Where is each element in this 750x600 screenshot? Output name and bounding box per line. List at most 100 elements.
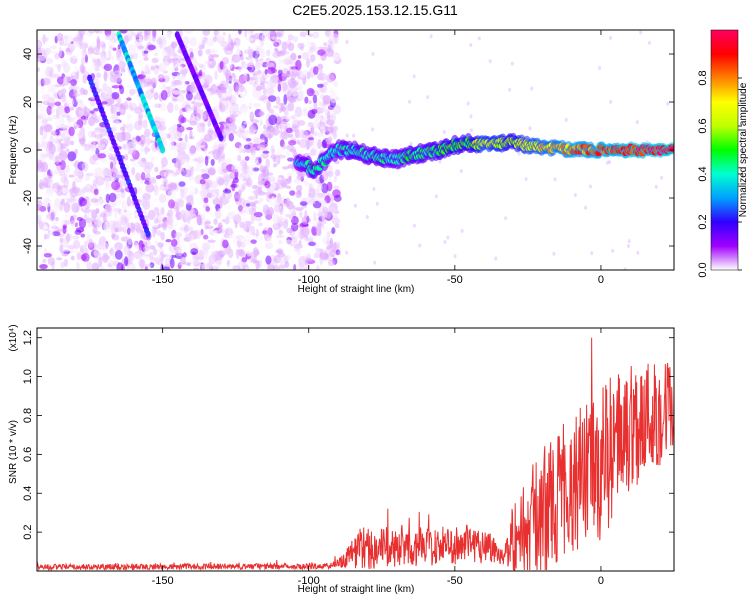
noise-speckle [198, 63, 204, 69]
noise-speckle [237, 110, 242, 115]
noise-speckle [352, 133, 356, 138]
noise-speckle [175, 247, 181, 252]
noise-speckle [51, 73, 60, 78]
noise-speckle [268, 133, 272, 140]
noise-speckle [438, 159, 442, 164]
noise-speckle [232, 91, 239, 102]
noise-speckle [301, 42, 305, 49]
noise-speckle [228, 33, 232, 44]
colorbar-tick-label: 0.6 [697, 118, 709, 133]
noise-speckle [109, 75, 117, 83]
noise-speckle [126, 227, 131, 235]
snr-y-tick-label: 0.8 [22, 408, 34, 423]
noise-speckle [240, 218, 248, 222]
noise-speckle [201, 36, 207, 45]
noise-speckle [313, 65, 319, 75]
noise-speckle [128, 88, 137, 95]
noise-speckle [331, 33, 340, 44]
noise-speckle [333, 241, 337, 251]
noise-speckle [249, 124, 254, 134]
noise-speckle [160, 231, 165, 241]
spectrogram-y-tick-label: 0 [22, 147, 34, 153]
noise-speckle [39, 125, 44, 136]
streak-point [160, 146, 166, 154]
noise-speckle [273, 105, 280, 109]
noise-speckle [127, 236, 133, 245]
noise-speckle [103, 150, 110, 155]
noise-speckle [213, 230, 217, 237]
noise-speckle [78, 218, 87, 229]
noise-speckle [326, 181, 333, 192]
noise-speckle [284, 213, 293, 218]
noise-speckle [137, 160, 145, 165]
chart-title: C2E5.2025.153.12.15.G11 [292, 2, 458, 18]
noise-speckle [287, 102, 295, 112]
noise-speckle [605, 160, 609, 165]
noise-speckle [270, 36, 278, 40]
noise-speckle [469, 128, 473, 133]
noise-speckle [249, 111, 255, 122]
noise-speckle [268, 108, 275, 114]
noise-speckle [111, 233, 116, 239]
noise-speckle [243, 121, 253, 125]
noise-speckle [246, 30, 251, 33]
noise-speckle [275, 96, 281, 105]
spectrogram-y-tick-label: -40 [22, 238, 34, 254]
colorbar-ticks: 0.0 0.2 0.4 0.6 0.8 [697, 70, 742, 278]
noise-speckle [345, 133, 349, 138]
noise-speckle [119, 105, 126, 116]
noise-speckle [122, 225, 127, 233]
noise-speckle [322, 206, 328, 214]
noise-speckle [116, 197, 122, 206]
noise-speckle [100, 101, 108, 105]
noise-speckle [225, 69, 232, 81]
noise-speckle [298, 262, 305, 270]
noise-speckle [189, 120, 198, 126]
noise-speckle [99, 212, 107, 218]
noise-speckle [129, 158, 136, 162]
noise-speckle [63, 63, 71, 73]
noise-speckle [111, 180, 120, 191]
noise-speckle [137, 45, 144, 50]
noise-speckle [165, 169, 174, 174]
noise-speckle [292, 124, 299, 129]
noise-speckle [265, 62, 275, 68]
noise-speckle [308, 33, 314, 37]
noise-speckle [88, 238, 93, 248]
noise-speckle [54, 52, 60, 60]
noise-speckle [232, 213, 242, 225]
noise-speckle [71, 71, 75, 76]
noise-speckle [107, 41, 116, 48]
noise-speckle [220, 210, 225, 218]
noise-speckle [611, 248, 615, 253]
noise-speckle [196, 215, 203, 225]
noise-speckle [152, 226, 156, 238]
noise-speckle [317, 63, 324, 71]
noise-speckle [188, 47, 194, 53]
noise-speckle [247, 164, 254, 176]
noise-speckle [184, 133, 188, 143]
noise-speckle [293, 264, 297, 270]
noise-speckle [73, 169, 80, 177]
noise-speckle [334, 169, 341, 177]
noise-speckle [322, 236, 330, 246]
noise-speckle [106, 47, 112, 58]
noise-speckle [95, 147, 100, 156]
noise-speckle [59, 150, 68, 161]
noise-speckle [292, 69, 298, 77]
noise-speckle [299, 201, 308, 206]
noise-speckle [166, 31, 172, 40]
noise-speckle [277, 256, 287, 265]
noise-speckle [190, 259, 199, 266]
noise-speckle [89, 42, 97, 49]
noise-speckle [287, 34, 294, 41]
spectrogram-y-tick-label: -20 [22, 190, 34, 206]
noise-speckle [202, 30, 211, 36]
noise-speckle [192, 167, 202, 172]
noise-speckle [184, 233, 192, 242]
noise-speckle [225, 227, 233, 236]
noise-speckle [48, 143, 56, 155]
noise-speckle [255, 85, 262, 92]
noise-speckle [262, 150, 270, 154]
noise-speckle [276, 148, 282, 157]
